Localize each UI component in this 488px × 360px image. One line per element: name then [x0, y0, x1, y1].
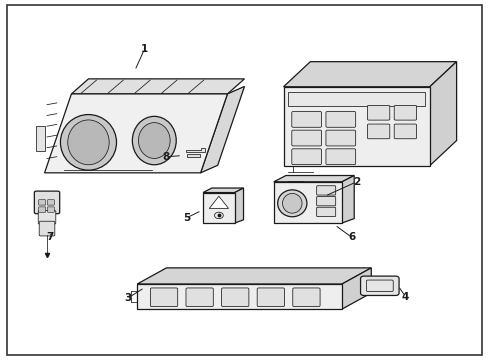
- Polygon shape: [341, 268, 370, 309]
- Polygon shape: [185, 148, 204, 152]
- Polygon shape: [209, 196, 228, 208]
- Polygon shape: [137, 284, 341, 309]
- Polygon shape: [36, 126, 44, 151]
- Ellipse shape: [277, 190, 306, 217]
- FancyBboxPatch shape: [292, 288, 320, 307]
- FancyBboxPatch shape: [34, 191, 60, 214]
- Polygon shape: [71, 79, 244, 94]
- Polygon shape: [200, 86, 244, 173]
- Polygon shape: [203, 193, 234, 223]
- FancyBboxPatch shape: [47, 200, 54, 205]
- FancyBboxPatch shape: [291, 149, 321, 165]
- Ellipse shape: [68, 120, 109, 165]
- FancyBboxPatch shape: [360, 276, 398, 296]
- FancyBboxPatch shape: [288, 92, 424, 107]
- FancyBboxPatch shape: [39, 221, 55, 236]
- FancyBboxPatch shape: [150, 288, 177, 307]
- Polygon shape: [44, 94, 227, 173]
- FancyBboxPatch shape: [257, 288, 284, 307]
- Polygon shape: [203, 188, 243, 193]
- FancyBboxPatch shape: [316, 186, 335, 195]
- FancyBboxPatch shape: [291, 130, 321, 146]
- Polygon shape: [429, 62, 456, 166]
- Text: 2: 2: [352, 177, 360, 187]
- Polygon shape: [341, 176, 353, 223]
- Text: 1: 1: [141, 44, 148, 54]
- Polygon shape: [137, 268, 370, 284]
- FancyBboxPatch shape: [393, 105, 416, 120]
- Ellipse shape: [132, 116, 176, 165]
- FancyBboxPatch shape: [366, 105, 389, 120]
- Text: 6: 6: [347, 232, 355, 242]
- FancyBboxPatch shape: [316, 207, 335, 217]
- Ellipse shape: [138, 123, 170, 158]
- Text: 8: 8: [163, 152, 170, 162]
- FancyBboxPatch shape: [38, 211, 56, 224]
- Text: 4: 4: [401, 292, 408, 302]
- FancyBboxPatch shape: [366, 124, 389, 139]
- FancyBboxPatch shape: [393, 124, 416, 139]
- FancyBboxPatch shape: [39, 200, 45, 205]
- Text: 3: 3: [123, 293, 131, 303]
- Polygon shape: [283, 62, 456, 87]
- FancyBboxPatch shape: [316, 197, 335, 206]
- Polygon shape: [234, 188, 243, 223]
- Polygon shape: [283, 87, 429, 166]
- FancyBboxPatch shape: [325, 130, 355, 146]
- Polygon shape: [273, 176, 353, 182]
- FancyBboxPatch shape: [185, 288, 213, 307]
- FancyBboxPatch shape: [291, 112, 321, 127]
- Text: 7: 7: [47, 232, 54, 242]
- FancyBboxPatch shape: [325, 149, 355, 165]
- FancyBboxPatch shape: [47, 207, 54, 212]
- Polygon shape: [273, 182, 341, 223]
- Ellipse shape: [282, 193, 302, 213]
- FancyBboxPatch shape: [221, 288, 248, 307]
- Ellipse shape: [61, 114, 116, 170]
- Text: 5: 5: [183, 213, 190, 222]
- FancyBboxPatch shape: [325, 112, 355, 127]
- Polygon shape: [186, 154, 199, 157]
- FancyBboxPatch shape: [39, 207, 45, 212]
